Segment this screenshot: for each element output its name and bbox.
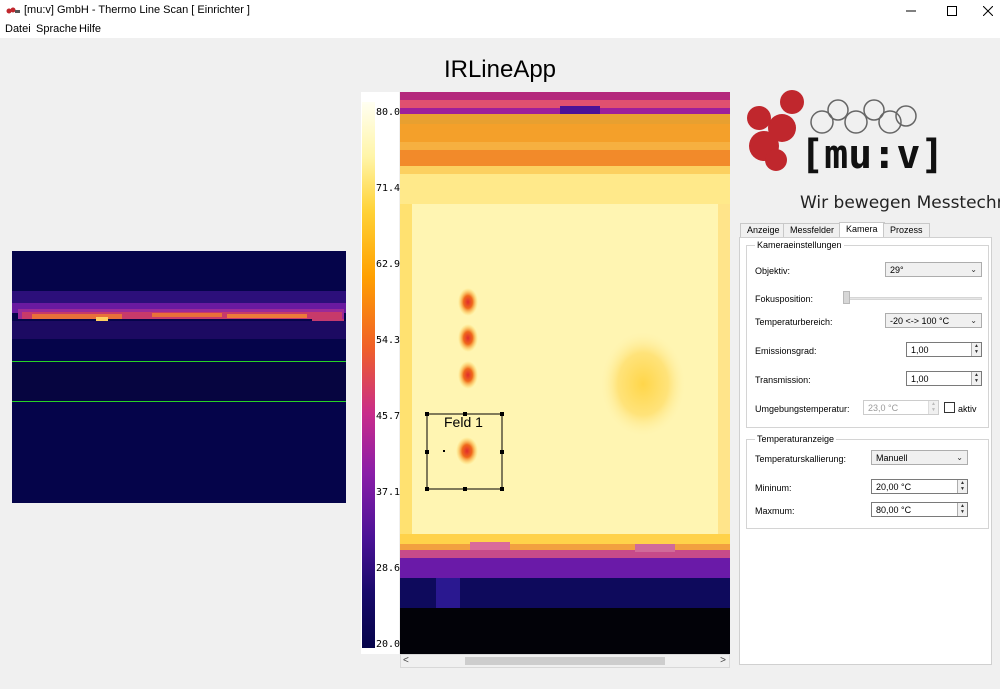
- min-temp-input[interactable]: 20,00 °C ▲ ▼: [871, 479, 968, 494]
- transmission-value: 1,00: [911, 374, 929, 384]
- scaling-value: Manuell: [876, 453, 908, 463]
- spin-buttons-icon[interactable]: ▲ ▼: [957, 480, 967, 493]
- close-button[interactable]: [965, 0, 1000, 22]
- objektiv-select[interactable]: 29° ⌄: [885, 262, 982, 277]
- company-logo: [mu:v]: [736, 88, 998, 218]
- colorbar-label: 37.1: [376, 487, 401, 498]
- scroll-left-icon[interactable]: <: [403, 655, 409, 666]
- colorbar-label: 54.3: [376, 335, 401, 346]
- spin-buttons-icon: ▲ ▼: [928, 401, 938, 414]
- min-temp-value: 20,00 °C: [876, 482, 912, 492]
- ambient-active-label: aktiv: [958, 404, 977, 414]
- maximize-button[interactable]: [929, 0, 975, 22]
- app-title: IRLineApp: [443, 56, 557, 83]
- logo-brand-text: [mu:v]: [800, 132, 945, 178]
- ambient-active-checkbox[interactable]: [944, 402, 955, 413]
- scaling-select[interactable]: Manuell ⌄: [871, 450, 968, 465]
- ambient-temp-label: Umgebungstemperatur:: [755, 404, 850, 414]
- transmission-input[interactable]: 1,00 ▲ ▼: [906, 371, 982, 386]
- temp-range-label: Temperaturbereich:: [755, 317, 833, 327]
- temp-range-select[interactable]: -20 <-> 100 °C ⌄: [885, 313, 982, 328]
- menu-hilfe[interactable]: Hilfe: [79, 23, 102, 35]
- close-icon: [983, 6, 993, 16]
- line-scan-image[interactable]: [12, 251, 346, 503]
- objektiv-label: Objektiv:: [755, 266, 791, 276]
- emission-value: 1,00: [911, 345, 929, 355]
- tab-kamera[interactable]: Kamera: [839, 222, 885, 238]
- chevron-down-icon: ⌄: [970, 316, 977, 325]
- max-temp-value: 80,00 °C: [876, 505, 912, 515]
- window-title: [mu:v] GmbH - Thermo Line Scan [ Einrich…: [24, 4, 250, 16]
- title-bar: [mu:v] GmbH - Thermo Line Scan [ Einrich…: [0, 0, 1000, 22]
- scroll-right-icon[interactable]: >: [720, 655, 726, 666]
- max-label: Maxmum:: [755, 506, 795, 516]
- colorbar-label: 62.9: [376, 259, 401, 270]
- colorbar-label: 20.0: [376, 639, 401, 650]
- logo-graphic: [mu:v]: [747, 90, 945, 178]
- camera-settings-group: Kameraeinstellungen Objektiv: 29° ⌄ Foku…: [746, 240, 989, 428]
- app-icon: [6, 7, 20, 14]
- temp-range-value: -20 <-> 100 °C: [890, 316, 950, 326]
- colorbar-label: 71.4: [376, 183, 401, 194]
- horizontal-scrollbar[interactable]: < >: [400, 654, 730, 668]
- emission-input[interactable]: 1,00 ▲ ▼: [906, 342, 982, 357]
- menu-bar: Datei Sprache Hilfe: [0, 22, 1000, 38]
- measurement-field-label[interactable]: Feld 1: [444, 414, 483, 430]
- tab-prozess[interactable]: Prozess: [883, 223, 930, 238]
- min-label: Mininum:: [755, 483, 792, 493]
- kamera-settings-panel: Kameraeinstellungen Objektiv: 29° ⌄ Foku…: [739, 237, 992, 665]
- spin-buttons-icon[interactable]: ▲ ▼: [971, 343, 981, 356]
- colorbar-gradient: [362, 102, 375, 648]
- ambient-temp-value: 23,0 °C: [868, 403, 899, 413]
- thermogram: [400, 92, 730, 654]
- spin-buttons-icon[interactable]: ▲ ▼: [971, 372, 981, 385]
- temperature-display-group: Temperaturanzeige Temperaturskallierung:…: [746, 434, 989, 529]
- group-title: Temperaturanzeige: [755, 434, 837, 444]
- thermal-image-view[interactable]: [400, 92, 730, 654]
- scroll-thumb[interactable]: [465, 657, 665, 665]
- colorbar-label: 28.6: [376, 563, 401, 574]
- minimize-icon: [906, 10, 916, 12]
- emission-label: Emissionsgrad:: [755, 346, 817, 356]
- max-temp-input[interactable]: 80,00 °C ▲ ▼: [871, 502, 968, 517]
- menu-sprache[interactable]: Sprache: [36, 23, 77, 35]
- fokus-label: Fokusposition:: [755, 294, 814, 304]
- menu-datei[interactable]: Datei: [5, 23, 31, 35]
- minimize-button[interactable]: [888, 0, 934, 22]
- scaling-label: Temperaturskallierung:: [755, 454, 847, 464]
- colorbar-label: 80.0: [376, 107, 401, 118]
- colorbar-label: 45.7: [376, 411, 401, 422]
- transmission-label: Transmission:: [755, 375, 811, 385]
- ambient-temp-input: 23,0 °C ▲ ▼: [863, 400, 939, 415]
- maximize-icon: [947, 6, 957, 16]
- logo-slogan: Wir bewegen Messtechnik: [800, 193, 1000, 213]
- tab-messfelder[interactable]: Messfelder: [783, 223, 842, 238]
- tab-anzeige[interactable]: Anzeige: [740, 223, 787, 238]
- chevron-down-icon: ⌄: [956, 453, 963, 462]
- line-scan-thermogram: [12, 251, 346, 503]
- objektiv-value: 29°: [890, 265, 904, 275]
- group-title: Kameraeinstellungen: [755, 240, 844, 250]
- fokus-slider-thumb[interactable]: [843, 291, 850, 304]
- chevron-down-icon: ⌄: [970, 265, 977, 274]
- spin-buttons-icon[interactable]: ▲ ▼: [957, 503, 967, 516]
- fokus-slider-track[interactable]: [843, 297, 982, 300]
